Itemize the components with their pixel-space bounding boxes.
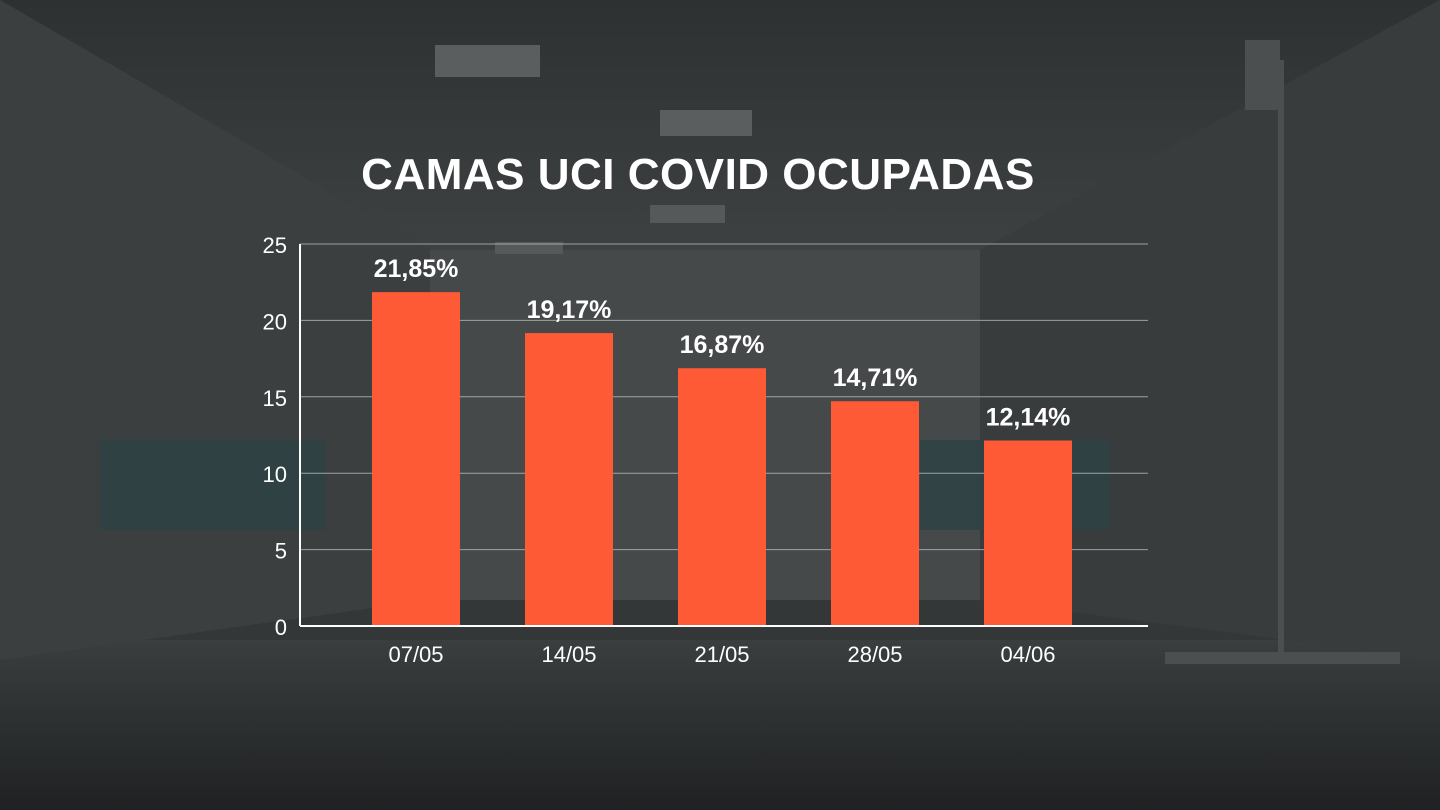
y-tick-label: 25: [263, 233, 287, 258]
data-label: 21,85%: [374, 255, 459, 283]
y-tick-label: 5: [275, 539, 287, 564]
bar: [525, 333, 613, 626]
bar: [678, 368, 766, 626]
x-tick-label: 04/06: [1000, 642, 1055, 667]
bar: [831, 401, 919, 626]
y-tick-label: 0: [275, 615, 287, 640]
x-tick-label: 14/05: [541, 642, 596, 667]
x-tick-label: 07/05: [388, 642, 443, 667]
y-tick-label: 20: [263, 309, 287, 334]
y-tick-label: 10: [263, 462, 287, 487]
data-label: 12,14%: [986, 404, 1071, 432]
x-tick-label: 28/05: [847, 642, 902, 667]
bar: [984, 440, 1072, 626]
y-tick-label: 15: [263, 386, 287, 411]
data-label: 19,17%: [527, 296, 612, 324]
data-label: 16,87%: [680, 331, 765, 359]
chart-title: CAMAS UCI COVID OCUPADAS: [361, 150, 1035, 199]
bar: [372, 292, 460, 626]
data-label: 14,71%: [833, 364, 918, 392]
x-tick-label: 21/05: [694, 642, 749, 667]
